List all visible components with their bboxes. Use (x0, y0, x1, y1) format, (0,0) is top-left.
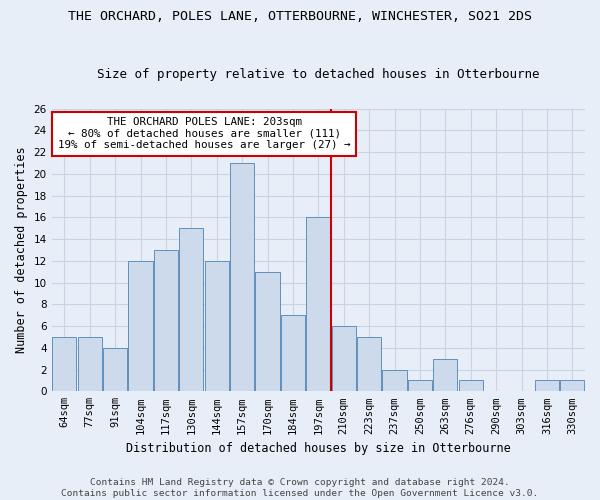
Text: THE ORCHARD POLES LANE: 203sqm
← 80% of detached houses are smaller (111)
19% of: THE ORCHARD POLES LANE: 203sqm ← 80% of … (58, 118, 350, 150)
Bar (382, 370, 407, 392)
Bar (154, 250, 178, 392)
Bar (52, 337, 76, 392)
Bar (332, 326, 356, 392)
Bar (230, 163, 254, 392)
Text: THE ORCHARD, POLES LANE, OTTERBOURNE, WINCHESTER, SO21 2DS: THE ORCHARD, POLES LANE, OTTERBOURNE, WI… (68, 10, 532, 23)
Text: Contains HM Land Registry data © Crown copyright and database right 2024.
Contai: Contains HM Land Registry data © Crown c… (61, 478, 539, 498)
Bar (281, 315, 305, 392)
Bar (77, 337, 102, 392)
Bar (205, 261, 229, 392)
Bar (357, 337, 381, 392)
Bar (560, 380, 584, 392)
Bar (306, 218, 331, 392)
Bar (535, 380, 559, 392)
X-axis label: Distribution of detached houses by size in Otterbourne: Distribution of detached houses by size … (126, 442, 511, 455)
Bar (179, 228, 203, 392)
Bar (408, 380, 432, 392)
Bar (256, 272, 280, 392)
Bar (433, 358, 457, 392)
Bar (128, 261, 152, 392)
Bar (458, 380, 483, 392)
Bar (103, 348, 127, 392)
Y-axis label: Number of detached properties: Number of detached properties (15, 146, 28, 353)
Title: Size of property relative to detached houses in Otterbourne: Size of property relative to detached ho… (97, 68, 539, 81)
